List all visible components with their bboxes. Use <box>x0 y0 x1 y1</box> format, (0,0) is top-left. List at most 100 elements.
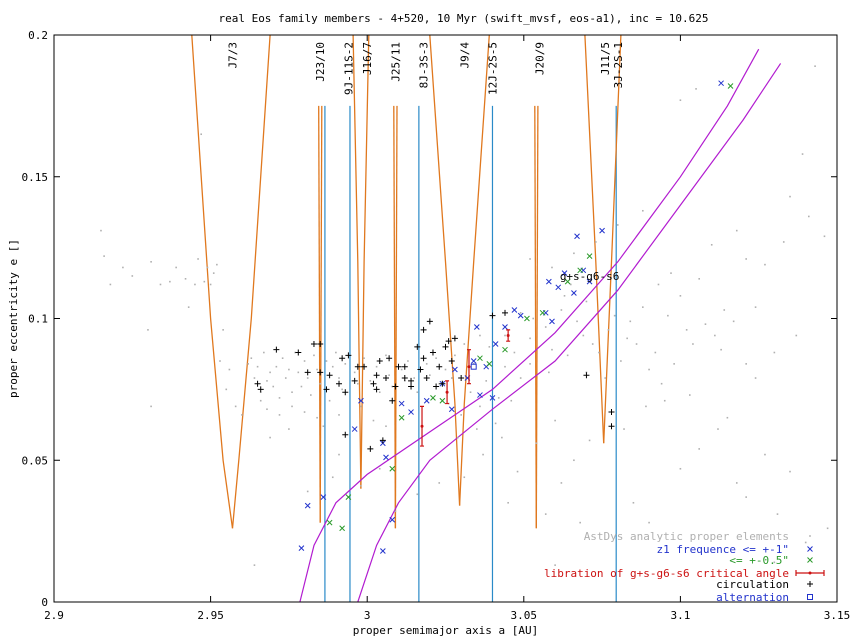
proper-element-point <box>297 371 300 374</box>
proper-element-point <box>720 348 722 351</box>
proper-element-point <box>325 360 328 362</box>
proper-element-point <box>353 371 356 374</box>
proper-element-point <box>425 363 428 365</box>
proper-element-point <box>338 377 340 379</box>
proper-element-point <box>504 365 506 368</box>
proper-element-point <box>494 422 497 425</box>
z1-frequency-point <box>489 395 496 401</box>
circulation-point <box>386 355 393 362</box>
z1-frequency-point <box>599 227 605 234</box>
proper-element-point <box>338 453 340 456</box>
z1-frequency-point <box>408 409 414 415</box>
libration-errorbar-center <box>467 365 471 369</box>
circulation-point <box>439 380 446 387</box>
proper-element-point <box>673 363 675 365</box>
proper-element-point <box>122 266 124 269</box>
proper-element-point <box>150 261 152 263</box>
secular-resonance-curve <box>357 63 782 602</box>
circulation-point <box>429 349 436 356</box>
proper-element-point <box>175 266 177 269</box>
x-tick-label: 3.1 <box>670 609 690 622</box>
proper-element-point <box>551 266 553 269</box>
z1-frequency-point <box>430 395 436 401</box>
proper-element-point <box>579 521 581 524</box>
circulation-point <box>451 335 458 342</box>
proper-element-point <box>228 368 231 371</box>
proper-element-point <box>620 360 622 362</box>
resonance-label: J9/4 <box>458 42 471 69</box>
z1-frequency-point <box>555 284 562 291</box>
circulation-point <box>395 363 402 370</box>
proper-element-point <box>341 388 343 391</box>
proper-element-point <box>331 365 334 368</box>
proper-element-point <box>253 377 256 379</box>
data-points-layer <box>100 65 829 566</box>
proper-element-point <box>654 351 657 354</box>
proper-element-point <box>225 388 228 391</box>
z1-frequency-point <box>477 392 483 398</box>
circulation-point <box>458 375 465 382</box>
circulation-point <box>351 377 358 384</box>
proper-element-point <box>241 414 243 416</box>
proper-element-point <box>360 405 362 408</box>
proper-element-point <box>394 510 397 513</box>
proper-element-point <box>463 343 466 345</box>
proper-element-point <box>516 470 519 473</box>
circulation-point <box>433 383 440 390</box>
proper-element-point <box>338 414 340 416</box>
z1-frequency-point <box>423 397 430 404</box>
proper-element-point <box>507 501 509 504</box>
proper-element-point <box>544 326 547 328</box>
proper-element-point <box>476 428 478 430</box>
circulation-point <box>414 343 421 350</box>
proper-element-point <box>535 442 538 445</box>
z1-frequency-point <box>326 519 333 526</box>
z1-frequency-point <box>492 341 499 347</box>
circulation-point <box>417 366 424 373</box>
legend-symbol-dot <box>809 535 811 537</box>
circulation-point <box>254 380 261 387</box>
proper-element-point <box>648 368 650 371</box>
proper-element-point <box>560 482 563 484</box>
y-tick-label: 0.05 <box>22 454 49 467</box>
legend-label: AstDys analytic proper elements <box>584 530 789 543</box>
proper-element-point <box>801 153 804 155</box>
circulation-point <box>583 372 590 379</box>
mmr-curve-left <box>352 35 362 489</box>
libration-errorbar-center <box>445 390 449 394</box>
proper-element-point <box>569 283 572 286</box>
z1-frequency-point <box>304 502 311 509</box>
z1-frequency-point <box>320 494 327 500</box>
proper-element-point <box>482 453 484 456</box>
proper-element-point <box>416 391 419 394</box>
resonance-label: J20/9 <box>533 42 546 75</box>
proper-element-point <box>626 337 628 340</box>
proper-element-point <box>642 209 644 212</box>
legend-symbol-cross <box>807 546 813 552</box>
z1-frequency-point <box>345 494 352 500</box>
circulation-point <box>379 437 386 444</box>
proper-element-point <box>613 314 616 317</box>
z1-frequency-point <box>298 545 305 551</box>
proper-element-point <box>306 490 309 493</box>
proper-element-point <box>316 368 318 371</box>
mmr-curve-left <box>191 35 234 529</box>
proper-element-point <box>604 377 607 379</box>
proper-element-point <box>823 235 826 238</box>
proper-element-point <box>278 414 281 416</box>
proper-element-point <box>335 351 337 354</box>
proper-element-point <box>782 241 785 243</box>
proper-element-point <box>814 65 816 67</box>
resonance-label: 12J-2S-5 <box>486 42 499 95</box>
proper-element-point <box>544 513 547 515</box>
axes-frame-layer <box>53 34 838 603</box>
proper-element-point <box>278 397 281 399</box>
libration-errorbar-center <box>506 334 510 338</box>
proper-element-point <box>692 343 694 345</box>
proper-element-point <box>310 394 312 396</box>
circulation-point <box>317 369 324 376</box>
resonance-label: J25/11 <box>389 42 402 82</box>
proper-element-point <box>510 399 513 402</box>
